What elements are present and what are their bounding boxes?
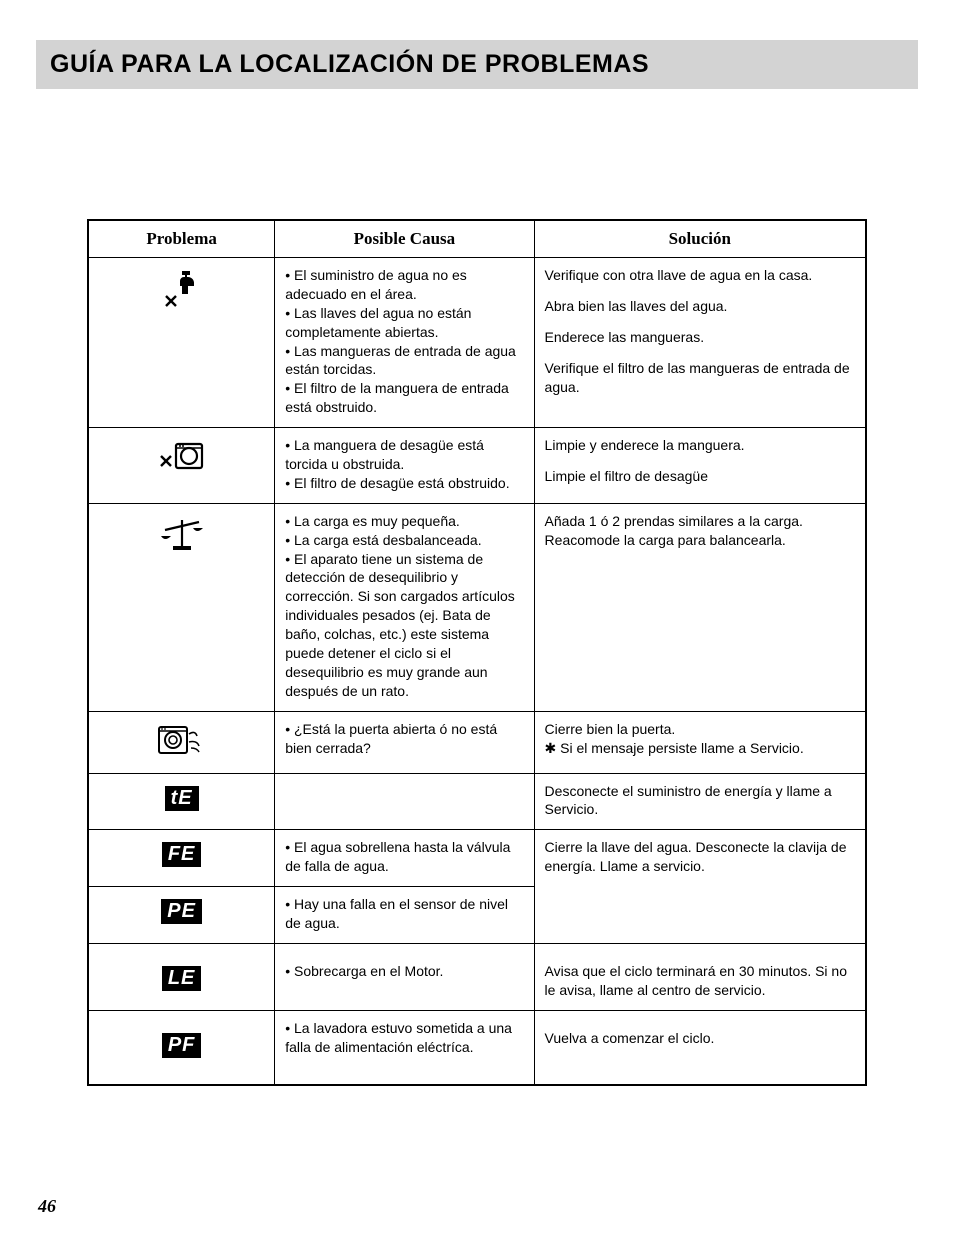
solution-line: Cierre la llave del agua. Desconecte la … [545,838,855,876]
solution-line: Limpie y enderece la manguera. [545,436,855,455]
solution-line: Abra bien las llaves del agua. [545,297,855,316]
problem-cell [88,258,275,428]
door-open-icon [157,724,207,763]
solution-line: Limpie el filtro de desagüe [545,467,855,486]
error-code-badge: PF [162,1033,202,1058]
cause-cell: • El agua sobrellena hasta la válvula de… [275,830,534,887]
problem-cell: PF [88,1010,275,1085]
page-number: 46 [38,1196,56,1217]
faucet-x-icon [160,270,204,313]
error-code-badge: PE [161,899,202,924]
cause-cell: • La manguera de desagüe está torcida u … [275,428,534,504]
solution-line: Vuelva a comenzar el ciclo. [545,1029,855,1048]
drain-x-icon [158,440,206,481]
table-row: • La carga es muy pequeña. • La carga es… [88,503,866,711]
page-title: GUÍA PARA LA LOCALIZACIÓN DE PROBLEMAS [50,50,904,79]
solution-cell: Vuelva a comenzar el ciclo. [534,1010,866,1085]
solution-cell: Limpie y enderece la manguera. Limpie el… [534,428,866,504]
cause-cell [275,773,534,830]
solution-cell: Cierre la llave del agua. Desconecte la … [534,830,866,944]
solution-line: Verifique el filtro de las mangueras de … [545,359,855,397]
header-problem: Problema [88,220,275,258]
table-row: • El suministro de agua no es adecuado e… [88,258,866,428]
table-row: tE Desconecte el suministro de energía y… [88,773,866,830]
cause-cell: • ¿Está la puerta abierta ó no está bien… [275,711,534,773]
cause-cell: • El suministro de agua no es adecuado e… [275,258,534,428]
table-header-row: Problema Posible Causa Solución [88,220,866,258]
table-row: • La manguera de desagüe está torcida u … [88,428,866,504]
solution-cell: Avisa que el ciclo terminará en 30 minut… [534,943,866,1010]
cause-cell: • La lavadora estuvo sometida a una fall… [275,1010,534,1085]
solution-cell: Añada 1 ó 2 prendas similares a la carga… [534,503,866,711]
header-solution: Solución [534,220,866,258]
solution-line: Añada 1 ó 2 prendas similares a la carga… [545,512,855,550]
problem-cell [88,711,275,773]
table-row: PF • La lavadora estuvo sometida a una f… [88,1010,866,1085]
solution-cell: Cierre bien la puerta. ✱ Si el mensaje p… [534,711,866,773]
problem-cell [88,503,275,711]
solution-line: Verifique con otra llave de agua en la c… [545,266,855,285]
table-row: • ¿Está la puerta abierta ó no está bien… [88,711,866,773]
title-bar: GUÍA PARA LA LOCALIZACIÓN DE PROBLEMAS [36,40,918,89]
error-code-badge: FE [162,842,202,867]
problem-cell: LE [88,943,275,1010]
solution-cell: Desconecte el suministro de energía y ll… [534,773,866,830]
problem-cell: tE [88,773,275,830]
error-code-badge: tE [165,786,199,811]
solution-line: Avisa que el ciclo terminará en 30 minut… [545,962,855,1000]
solution-cell: Verifique con otra llave de agua en la c… [534,258,866,428]
solution-line: ✱ Si el mensaje persiste llame a Servici… [545,739,855,758]
cause-cell: • Sobrecarga en el Motor. [275,943,534,1010]
problem-cell: FE [88,830,275,887]
table-row: FE • El agua sobrellena hasta la válvula… [88,830,866,887]
solution-line: Desconecte el suministro de energía y ll… [545,782,855,820]
solution-line: Cierre bien la puerta. [545,720,855,739]
balance-icon [159,516,205,559]
problem-cell: PE [88,887,275,944]
solution-line: Enderece las mangueras. [545,328,855,347]
cause-cell: • La carga es muy pequeña. • La carga es… [275,503,534,711]
table-row: LE • Sobrecarga en el Motor. Avisa que e… [88,943,866,1010]
header-cause: Posible Causa [275,220,534,258]
cause-cell: • Hay una falla en el sensor de nivel de… [275,887,534,944]
error-code-badge: LE [162,966,202,991]
troubleshooting-table: Problema Posible Causa Solución [87,219,867,1086]
problem-cell [88,428,275,504]
